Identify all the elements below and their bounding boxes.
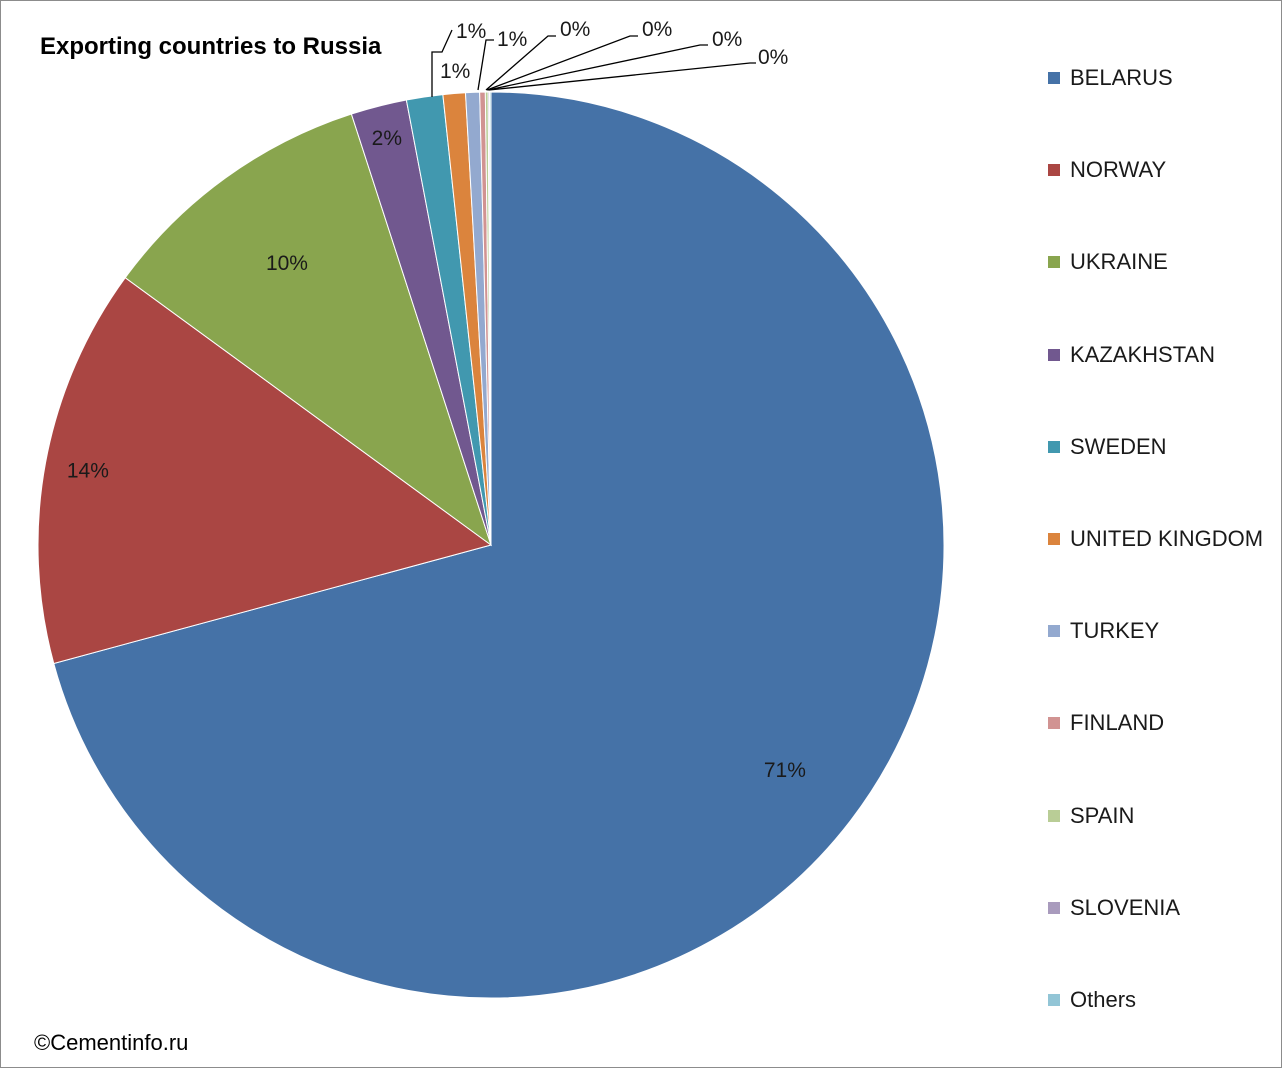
leader-line-slovenia xyxy=(487,44,708,91)
legend-swatch xyxy=(1048,72,1060,84)
chart-title: Exporting countries to Russia xyxy=(40,33,382,60)
legend-swatch xyxy=(1048,348,1060,361)
legend-swatch xyxy=(1048,164,1060,177)
data-label-united-kingdom: 1% xyxy=(440,60,470,83)
data-label-finland: 0% xyxy=(560,18,590,41)
legend-label: SWEDEN xyxy=(1070,433,1167,459)
legend-label: Others xyxy=(1070,987,1137,1012)
data-label-norway: 14% xyxy=(67,459,109,482)
leader-line-finland xyxy=(485,35,556,91)
legend-label: SPAIN xyxy=(1070,802,1135,828)
pie-slice-belarus xyxy=(53,91,945,999)
legend-swatch xyxy=(1048,440,1060,453)
data-label-spain: 0% xyxy=(642,18,672,41)
copyright-notice: ©Cementinfo.ru xyxy=(34,1030,189,1055)
data-label-sweden: 1% xyxy=(456,20,486,43)
leader-line-sweden xyxy=(431,29,453,97)
legend-label: UKRAINE xyxy=(1070,249,1168,275)
legend-swatch xyxy=(1048,809,1060,822)
legend-label: BELARUS xyxy=(1070,65,1173,90)
legend-label: FINLAND xyxy=(1070,710,1165,736)
data-label-ukraine: 10% xyxy=(266,252,308,275)
leader-line-turkey xyxy=(477,39,494,91)
pie-slice-ukraine xyxy=(124,113,492,547)
legend-label: NORWAY xyxy=(1070,157,1167,183)
legend-swatch xyxy=(1048,901,1060,914)
legend-swatch xyxy=(1048,994,1060,1006)
pie-slice-others xyxy=(489,91,492,546)
pie-slice-norway xyxy=(37,277,493,665)
legend-label: KAZAKHSTAN xyxy=(1070,341,1216,367)
legend-swatch xyxy=(1048,533,1060,545)
data-label-turkey: 1% xyxy=(497,28,527,51)
data-label-others: 0% xyxy=(758,46,788,69)
data-label-slovenia: 0% xyxy=(712,28,742,51)
legend-swatch xyxy=(1048,256,1060,269)
leader-line-others xyxy=(488,62,756,91)
data-label-kazakhstan: 2% xyxy=(372,127,402,150)
legend-swatch xyxy=(1048,625,1060,638)
legend-label: UNITED KINGDOM xyxy=(1070,526,1264,551)
data-label-belarus: 71% xyxy=(764,759,806,782)
legend-swatch xyxy=(1048,717,1060,730)
legend-label: SLOVENIA xyxy=(1070,894,1181,920)
legend-label: TURKEY xyxy=(1070,618,1160,644)
leader-line-spain xyxy=(486,35,638,91)
